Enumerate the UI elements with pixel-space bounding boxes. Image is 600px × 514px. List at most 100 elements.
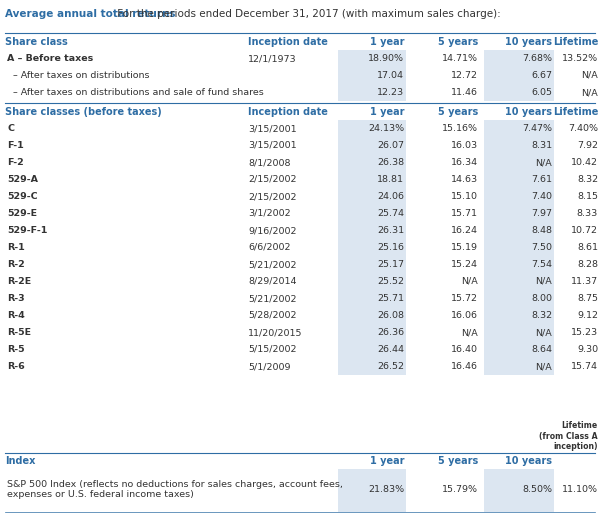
- Text: 2/15/2002: 2/15/2002: [248, 175, 296, 184]
- Text: 8.15: 8.15: [577, 192, 598, 201]
- Text: 8.48: 8.48: [531, 226, 552, 235]
- Text: 5/15/2002: 5/15/2002: [248, 345, 296, 354]
- Text: 14.63: 14.63: [451, 175, 478, 184]
- Text: 25.71: 25.71: [377, 294, 404, 303]
- Text: 16.40: 16.40: [451, 345, 478, 354]
- Bar: [484, 120, 554, 375]
- Text: 1 year: 1 year: [370, 456, 404, 466]
- Text: 8.61: 8.61: [577, 243, 598, 252]
- Text: R-5E: R-5E: [7, 328, 31, 337]
- Text: 529-A: 529-A: [7, 175, 38, 184]
- Text: 6.05: 6.05: [531, 88, 552, 97]
- Text: 25.16: 25.16: [377, 243, 404, 252]
- Text: N/A: N/A: [535, 328, 552, 337]
- Text: 529-E: 529-E: [7, 209, 37, 218]
- Text: 8/29/2014: 8/29/2014: [248, 277, 296, 286]
- Text: 10 years: 10 years: [505, 37, 552, 47]
- Text: 8.75: 8.75: [577, 294, 598, 303]
- Text: 8/1/2008: 8/1/2008: [248, 158, 290, 167]
- Text: 5/21/2002: 5/21/2002: [248, 294, 296, 303]
- Text: 18.90%: 18.90%: [368, 54, 404, 63]
- Text: 9.12: 9.12: [577, 311, 598, 320]
- Text: 7.92: 7.92: [577, 141, 598, 150]
- Text: 24.13%: 24.13%: [368, 124, 404, 133]
- Text: 16.03: 16.03: [451, 141, 478, 150]
- Text: 3/15/2001: 3/15/2001: [248, 141, 296, 150]
- Text: 8.33: 8.33: [577, 209, 598, 218]
- Text: Lifetime: Lifetime: [553, 107, 598, 117]
- Text: 15.23: 15.23: [571, 328, 598, 337]
- Text: 10.42: 10.42: [571, 158, 598, 167]
- Text: 1 year: 1 year: [370, 37, 404, 47]
- Text: 15.74: 15.74: [571, 362, 598, 371]
- Text: 3/1/2002: 3/1/2002: [248, 209, 290, 218]
- Text: 8.50%: 8.50%: [522, 485, 552, 494]
- Text: 18.81: 18.81: [377, 175, 404, 184]
- Text: N/A: N/A: [581, 88, 598, 97]
- Text: 25.17: 25.17: [377, 260, 404, 269]
- Text: 26.07: 26.07: [377, 141, 404, 150]
- Text: 5 years: 5 years: [438, 456, 478, 466]
- Text: R-2E: R-2E: [7, 277, 31, 286]
- Text: N/A: N/A: [535, 277, 552, 286]
- Text: S&P 500 Index (reflects no deductions for sales charges, account fees,
expenses : S&P 500 Index (reflects no deductions fo…: [7, 480, 343, 499]
- Text: 11/20/2015: 11/20/2015: [248, 328, 302, 337]
- Text: N/A: N/A: [535, 362, 552, 371]
- Text: 7.40%: 7.40%: [568, 124, 598, 133]
- Text: R-4: R-4: [7, 311, 25, 320]
- Text: 10 years: 10 years: [505, 107, 552, 117]
- Text: 26.44: 26.44: [377, 345, 404, 354]
- Text: 9.30: 9.30: [577, 345, 598, 354]
- Text: 26.31: 26.31: [377, 226, 404, 235]
- Text: 7.54: 7.54: [531, 260, 552, 269]
- Text: 8.32: 8.32: [531, 311, 552, 320]
- Text: R-6: R-6: [7, 362, 25, 371]
- Text: 1 year: 1 year: [370, 107, 404, 117]
- Text: A – Before taxes: A – Before taxes: [7, 54, 93, 63]
- Text: 6.67: 6.67: [531, 71, 552, 80]
- Text: 16.24: 16.24: [451, 226, 478, 235]
- Text: 16.34: 16.34: [451, 158, 478, 167]
- Text: 2/15/2002: 2/15/2002: [248, 192, 296, 201]
- Text: 8.64: 8.64: [531, 345, 552, 354]
- Text: 9/16/2002: 9/16/2002: [248, 226, 296, 235]
- Text: – After taxes on distributions: – After taxes on distributions: [7, 71, 149, 80]
- Text: 11.37: 11.37: [571, 277, 598, 286]
- Text: 15.72: 15.72: [451, 294, 478, 303]
- Text: 24.06: 24.06: [377, 192, 404, 201]
- Text: 5/28/2002: 5/28/2002: [248, 311, 296, 320]
- Text: Average annual total returns: Average annual total returns: [5, 9, 176, 19]
- Text: 16.46: 16.46: [451, 362, 478, 371]
- Text: Index: Index: [5, 456, 35, 466]
- Text: 25.74: 25.74: [377, 209, 404, 218]
- Text: 26.52: 26.52: [377, 362, 404, 371]
- Text: Lifetime
(from Class A
inception): Lifetime (from Class A inception): [539, 421, 598, 451]
- Text: 12.23: 12.23: [377, 88, 404, 97]
- Text: 15.71: 15.71: [451, 209, 478, 218]
- Text: – After taxes on distributions and sale of fund shares: – After taxes on distributions and sale …: [7, 88, 264, 97]
- Text: 15.16%: 15.16%: [442, 124, 478, 133]
- Text: R-2: R-2: [7, 260, 25, 269]
- Text: 5/21/2002: 5/21/2002: [248, 260, 296, 269]
- Text: R-1: R-1: [7, 243, 25, 252]
- Text: N/A: N/A: [461, 328, 478, 337]
- Text: 21.83%: 21.83%: [368, 485, 404, 494]
- Text: F-2: F-2: [7, 158, 24, 167]
- Text: 6/6/2002: 6/6/2002: [248, 243, 290, 252]
- Text: 8.28: 8.28: [577, 260, 598, 269]
- Text: 26.38: 26.38: [377, 158, 404, 167]
- Text: 15.79%: 15.79%: [442, 485, 478, 494]
- Text: 7.97: 7.97: [531, 209, 552, 218]
- Text: F-1: F-1: [7, 141, 24, 150]
- Text: 5 years: 5 years: [438, 37, 478, 47]
- Text: 15.19: 15.19: [451, 243, 478, 252]
- Text: Lifetime: Lifetime: [553, 37, 598, 47]
- Text: 8.00: 8.00: [531, 294, 552, 303]
- Text: 11.10%: 11.10%: [562, 485, 598, 494]
- Text: 11.46: 11.46: [451, 88, 478, 97]
- Text: Inception date: Inception date: [248, 37, 328, 47]
- Text: 529-F-1: 529-F-1: [7, 226, 47, 235]
- Text: 10 years: 10 years: [505, 456, 552, 466]
- Text: N/A: N/A: [535, 158, 552, 167]
- Text: 17.04: 17.04: [377, 71, 404, 80]
